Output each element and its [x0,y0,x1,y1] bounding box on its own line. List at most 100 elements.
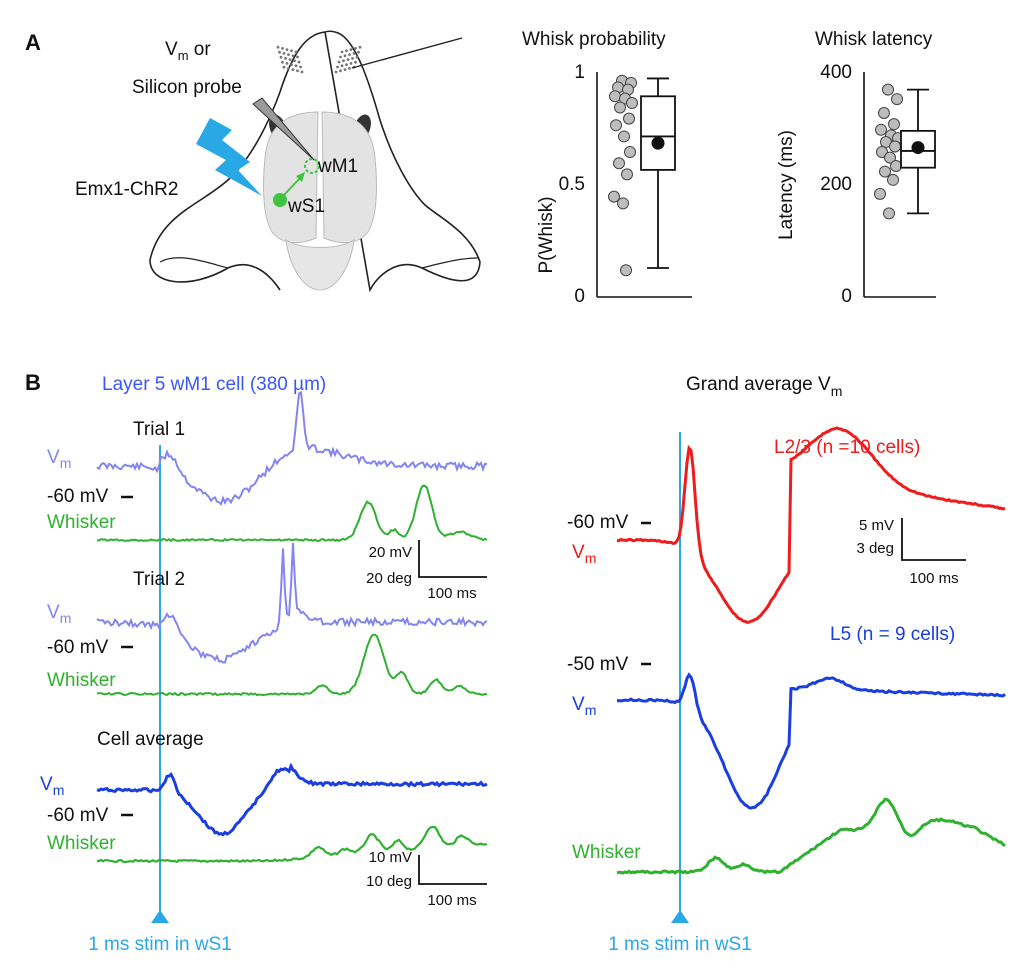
data-point [609,90,621,103]
whisker-dot [297,60,301,64]
data-point [874,187,886,200]
y-tick-label: 0.5 [559,174,585,195]
whisker-dot [339,55,342,59]
trial1-vm-trace [96,390,488,506]
data-point [620,264,632,277]
mouse-right-ear [421,257,479,269]
y-axis-label: Latency (ms) [776,130,797,240]
scale-label: 5 mV [859,517,894,534]
scale-label: 20 mV [369,544,412,561]
data-point [875,123,887,136]
whisker-dot [290,63,293,66]
whisker-dot [299,65,302,69]
whisker-dot [294,64,298,68]
whisker-dot [343,68,347,71]
ws1-site [273,193,287,207]
ws1-to-wm1-arrow [283,176,302,196]
grand-average-title: Grand average Vm [686,374,842,399]
y-tick-label: 0 [841,286,852,307]
y-tick-label: 400 [820,62,852,83]
stim-marker-icon [151,910,169,923]
trial1-label: Trial 1 [133,419,185,440]
whisker-dot [291,54,295,58]
whisker-dot [300,70,304,74]
panel-b-label: B [25,370,41,395]
data-point [618,130,630,143]
whisker-dot [284,57,287,60]
whisker-dot [288,58,292,61]
whisker-dot [340,64,344,68]
iqr-box [640,95,676,171]
brain-right-hemisphere [321,111,377,244]
scale-bar [418,855,487,885]
stim-label: 1 ms stim in wS1 [608,934,752,955]
cell-average-label: Cell average [97,729,204,750]
data-point [617,197,629,210]
whisker-recording-probe [351,37,463,69]
whisker-label: Whisker [47,512,116,533]
l5-legend: L5 (n = 9 cells) [830,624,955,645]
data-point [887,173,899,186]
whisker-dot [336,65,339,69]
scale-label: 100 ms [427,892,476,909]
data-point [888,118,900,131]
stim-label: 1 ms stim in wS1 [88,934,232,955]
trial1-whisker-trace [96,484,488,543]
whisker-dot [278,50,281,54]
data-point [891,93,903,106]
whisker-dot [352,52,356,55]
whisker-dot [348,53,351,56]
emx-label: Emx1-ChR2 [75,179,178,200]
whisker-dot [349,62,353,65]
scale-label: 100 ms [909,570,958,587]
whisker-label: Whisker [47,833,116,854]
whisker-dot [342,59,345,63]
panel-a-label: A [25,30,41,55]
data-point [890,159,902,172]
whisker-dot [345,49,348,53]
trial2-whisker-trace [97,633,488,697]
scale-label: 20 deg [366,570,412,587]
whisker-label: Whisker [572,842,641,863]
whisker-dot [358,45,362,49]
data-point [614,101,626,114]
vm-label: Vm [572,694,596,718]
ws1-to-wm1-arrowhead [296,172,305,182]
mouse-left-ear [159,257,229,269]
cell-average-whisker-trace [96,825,487,864]
whisker-dot [294,50,298,54]
cell-title: Layer 5 wM1 cell (380 µm) [102,374,326,395]
whisker-dot [281,47,284,50]
vm-label: Vm [47,602,71,626]
trial2-vm-trace [96,543,488,664]
whisker-dot [285,62,289,65]
whisker-dot [285,48,289,51]
optogenetic-light-icon [196,118,262,196]
whisker-dot [339,69,342,73]
whisker-dot [354,60,357,64]
data-point [879,165,891,178]
whisker-dot [276,45,280,49]
whisker-dot [291,68,295,71]
wm1-label: wM1 [317,156,358,177]
whisker-dot [287,67,290,70]
data-point [883,207,895,220]
mean-point [651,136,665,150]
data-point [884,151,896,164]
grand-average-plot: Grand average Vm 1 ms stim in wS1 L2/3 (… [567,374,1006,955]
data-point [621,168,633,181]
whisker-dot [351,57,354,60]
whisker-dot [281,60,284,64]
mv60-label: -60 mV [567,512,629,533]
data-point [608,190,620,203]
whisk-latency-plot: Whisk latency Latency (ms) 400 200 0 [776,29,936,307]
mean-point [911,141,925,155]
whisker-dot [337,60,341,64]
vm-label: Vm [47,447,71,471]
stim-marker-icon [671,910,689,923]
scale-label: 3 deg [856,540,894,557]
data-point [610,119,622,132]
scale-label: 10 deg [366,873,412,890]
l23-vm-trace [616,426,1006,624]
